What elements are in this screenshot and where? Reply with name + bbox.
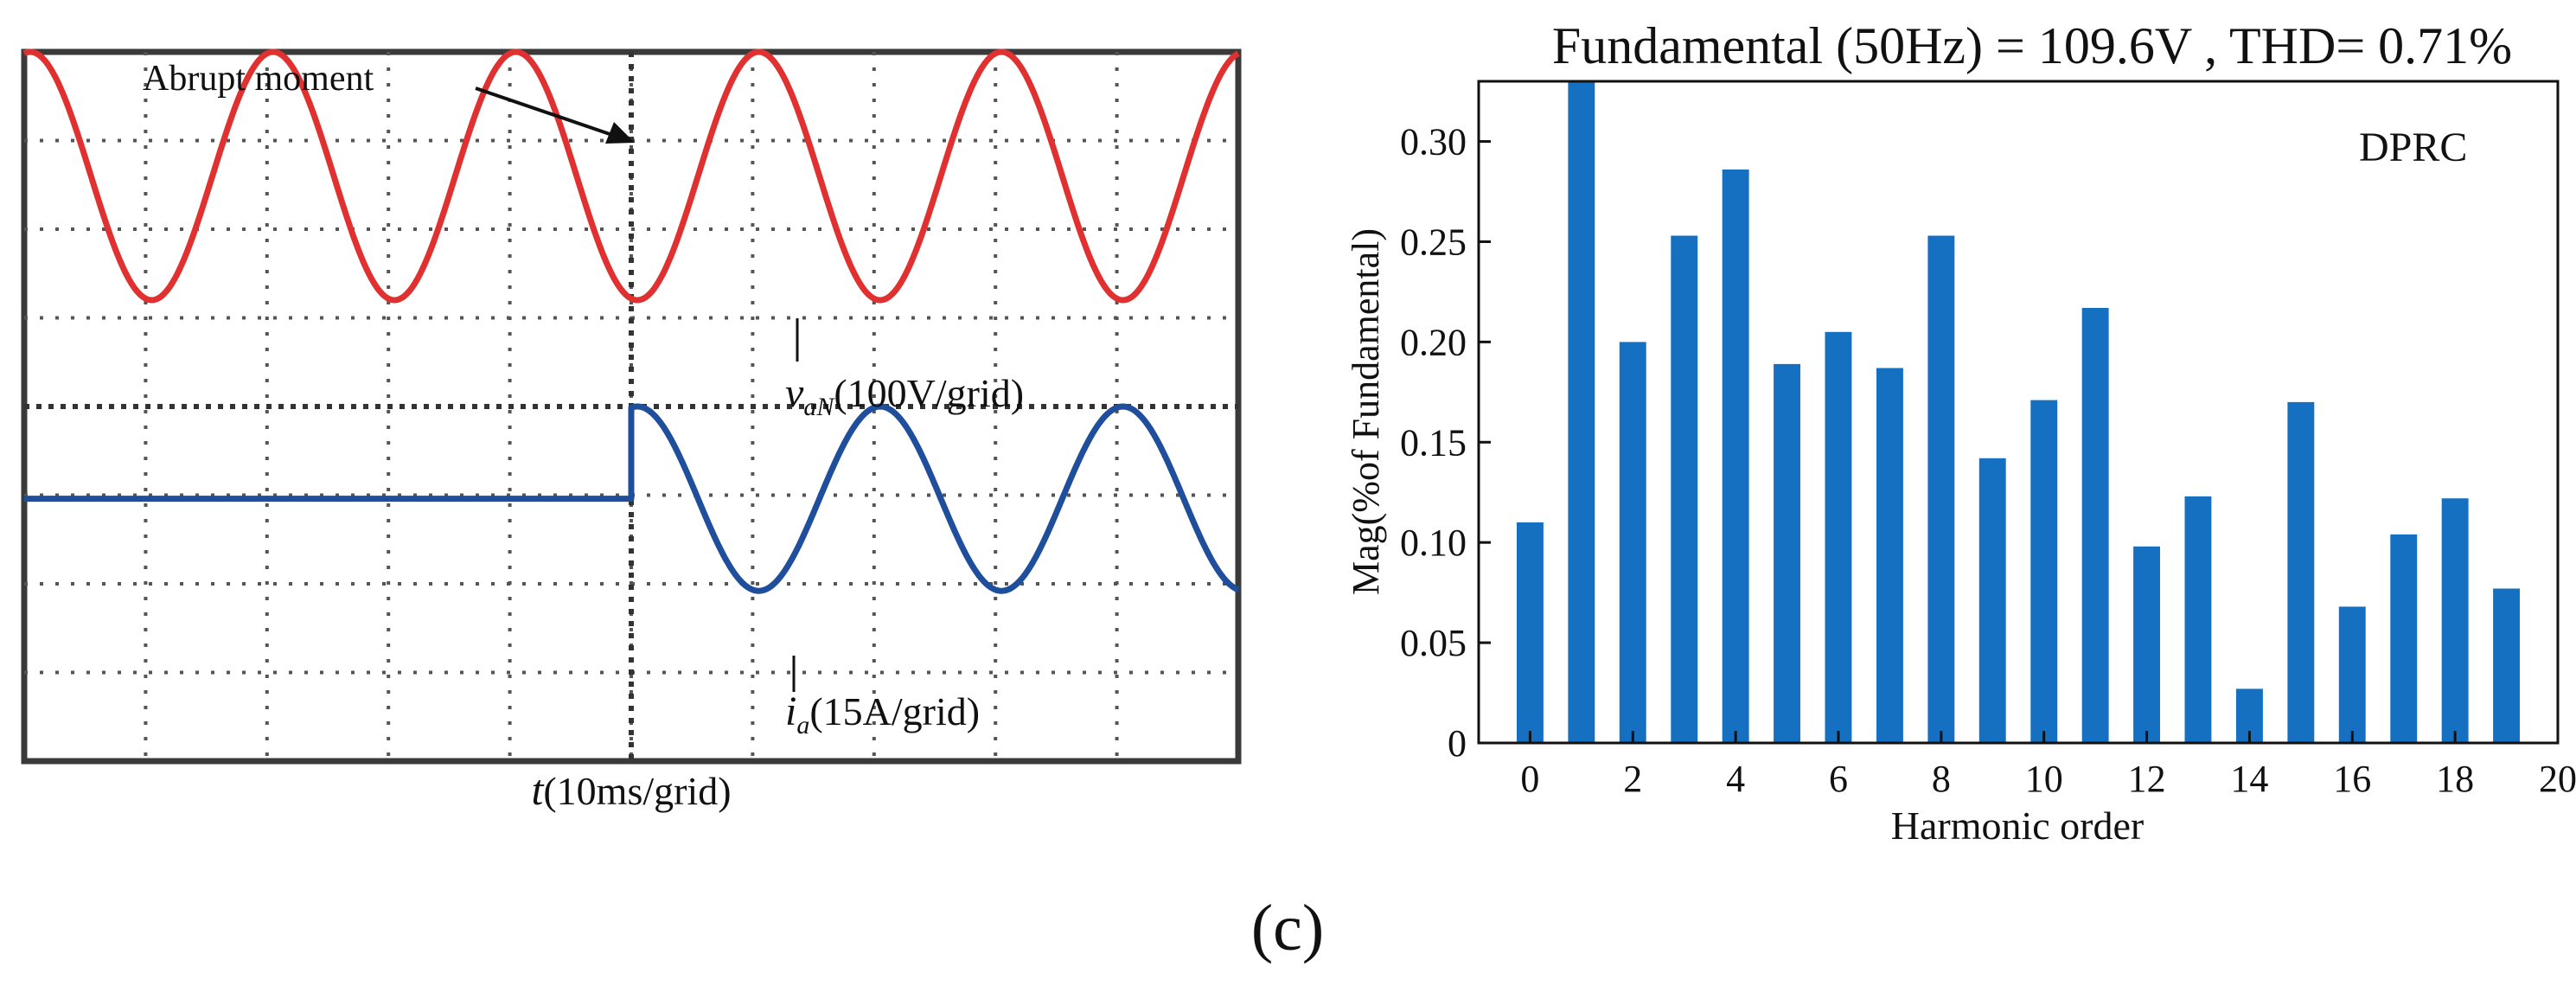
ia-label: ia(15A/grid) [785, 688, 980, 740]
x-tick-label: 2 [1623, 758, 1642, 800]
harmonic-legend-text: DPRC [2359, 125, 2467, 170]
bar-harmonic-3 [1671, 235, 1698, 743]
x-tick-label: 4 [1726, 758, 1745, 800]
x-tick-label: 0 [1520, 758, 1539, 800]
x-tick-label: 16 [2333, 758, 2371, 800]
harmonic-x-ticks: 0 2 4 6 8 10 12 14 16 18 20 [1520, 731, 2576, 800]
x-tick-label: 10 [2025, 758, 2063, 800]
x-tick-label: 6 [1829, 758, 1848, 800]
y-tick-label: 0.20 [1400, 321, 1467, 363]
bar-harmonic-0 [1517, 522, 1544, 743]
y-tick-label: 0.10 [1400, 522, 1467, 564]
vaN-label: vaN(100V/grid) [785, 370, 1024, 421]
y-tick-label: 0 [1448, 722, 1467, 765]
x-tick-label: 8 [1932, 758, 1951, 800]
harmonic-chart: Fundamental (50Hz) = 109.6V , THD= 0.71%… [1345, 17, 2576, 848]
scope-traces [22, 48, 1240, 594]
bar-harmonic-1 [1568, 81, 1595, 743]
bar-harmonic-6 [1825, 331, 1852, 743]
ia-label-unit: (15A/grid) [809, 689, 980, 733]
bar-harmonic-12 [2133, 546, 2160, 743]
vaN-label-sub: aN [803, 393, 835, 421]
bar-harmonic-4 [1722, 170, 1749, 743]
ia-label-var: i [785, 688, 796, 734]
bar-harmonic-18 [2441, 498, 2469, 743]
bar-harmonic-15 [2287, 401, 2315, 743]
bar-harmonic-13 [2184, 496, 2212, 743]
x-tick-label: 14 [2230, 758, 2268, 800]
trace-i-a [24, 403, 1240, 594]
abrupt-moment-arrowhead [605, 122, 635, 144]
oscilloscope-panel: Abrupt moment vaN(100V/grid) ia(15A/grid… [21, 48, 1242, 814]
x-tick-label: 18 [2436, 758, 2474, 800]
y-tick-label: 0.25 [1400, 221, 1467, 263]
panel-label: (c) [1251, 892, 1324, 964]
bar-harmonic-8 [1927, 235, 1955, 743]
bar-harmonic-9 [1978, 458, 2006, 743]
harmonic-bars [1517, 81, 2520, 743]
abrupt-moment-arrow [475, 86, 613, 137]
vaN-label-unit: (100V/grid) [834, 371, 1024, 415]
scope-xlabel-unit: (10ms/grid) [543, 769, 731, 813]
y-tick-label: 0.05 [1400, 622, 1467, 664]
bar-harmonic-11 [2081, 308, 2109, 743]
harmonic-chart-title: Fundamental (50Hz) = 109.6V , THD= 0.71% [1552, 17, 2512, 74]
ia-label-sub: a [796, 711, 809, 740]
scope-xlabel-var: t [531, 765, 544, 814]
x-tick-label: 12 [2128, 758, 2166, 800]
bar-harmonic-2 [1619, 342, 1646, 743]
x-tick-label: 20 [2539, 758, 2576, 800]
harmonic-y-ticks: 0 0.05 0.10 0.15 0.20 0.25 0.30 [1400, 121, 1491, 765]
abrupt-moment-annotation: Abrupt moment [143, 59, 374, 99]
trace-v-aN [22, 48, 1240, 304]
y-tick-label: 0.15 [1400, 421, 1467, 464]
bar-harmonic-5 [1774, 363, 1800, 743]
y-tick-label: 0.30 [1400, 121, 1467, 163]
bar-harmonic-19 [2493, 588, 2520, 743]
bar-harmonic-17 [2390, 534, 2418, 743]
bar-harmonic-16 [2338, 606, 2366, 743]
harmonic-xlabel: Harmonic order [1891, 804, 2145, 848]
bar-harmonic-10 [2030, 400, 2058, 743]
bar-harmonic-7 [1876, 368, 1903, 743]
harmonic-ylabel: Mag(%of Fundamental) [1345, 228, 1387, 595]
vaN-label-var: v [785, 370, 804, 416]
scope-xlabel: t(10ms/grid) [531, 765, 731, 814]
harmonic-plot-frame [1477, 80, 2560, 745]
